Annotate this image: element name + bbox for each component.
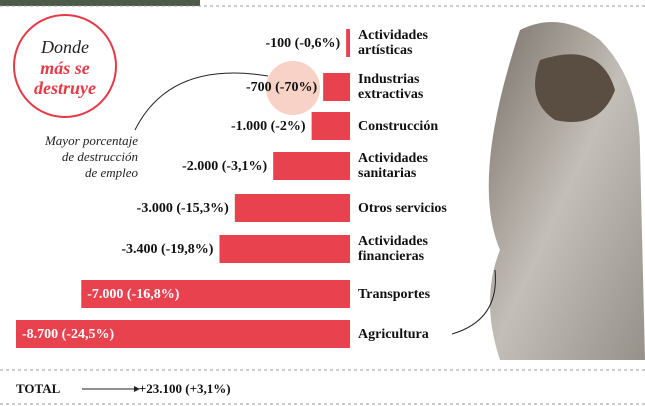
bar	[234, 194, 350, 222]
category-label: Otros servicios	[358, 200, 447, 216]
total-value: +23.100 (+3,1%)	[138, 381, 231, 396]
annotation: Mayor porcentaje de destrucción de emple…	[4, 133, 138, 181]
bar	[16, 320, 350, 348]
arrow-head	[134, 386, 140, 392]
category-label: Actividades financieras	[358, 234, 428, 264]
bar	[273, 152, 350, 180]
category-label: Agricultura	[358, 326, 429, 342]
callout-highlight: más se destruye	[34, 58, 96, 98]
category-label: Transportes	[358, 286, 431, 302]
value-label: -100 (-0,6%)	[266, 36, 341, 51]
photo-strip	[0, 0, 200, 6]
bar	[323, 73, 350, 101]
category-label: Actividades artísticas	[358, 28, 428, 58]
category-label: Construcción	[358, 118, 439, 134]
annotation-line: de destrucción	[61, 149, 138, 164]
value-label: -3.000 (-15,3%)	[137, 201, 229, 216]
bar	[219, 235, 350, 263]
connector	[451, 269, 496, 335]
callout-intro: Donde	[41, 37, 89, 57]
connector	[134, 72, 269, 131]
value-label: -8.700 (-24,5%)	[22, 327, 114, 342]
bar	[346, 29, 350, 57]
total: TOTAL +23.100 (+3,1%)	[16, 381, 231, 397]
photo-detail	[535, 54, 615, 122]
photo	[488, 22, 645, 360]
value-label: -1.000 (-2%)	[231, 119, 306, 134]
value-label: -700 (-70%)	[246, 80, 317, 95]
callout: Donde más se destruye	[13, 14, 117, 118]
bar	[311, 112, 350, 140]
annotation-line: Mayor porcentaje	[44, 133, 138, 148]
annotation-line: de empleo	[84, 165, 138, 180]
value-label: -7.000 (-16,8%)	[87, 287, 179, 302]
total-label: TOTAL	[16, 381, 60, 396]
category-label: Actividades sanitarias	[358, 151, 428, 181]
category-label: Industrias extractivas	[358, 72, 424, 102]
highlight-circle	[266, 61, 320, 115]
value-label: -2.000 (-3,1%)	[182, 159, 267, 174]
bar	[81, 280, 350, 308]
value-label: -3.400 (-19,8%)	[121, 242, 213, 257]
